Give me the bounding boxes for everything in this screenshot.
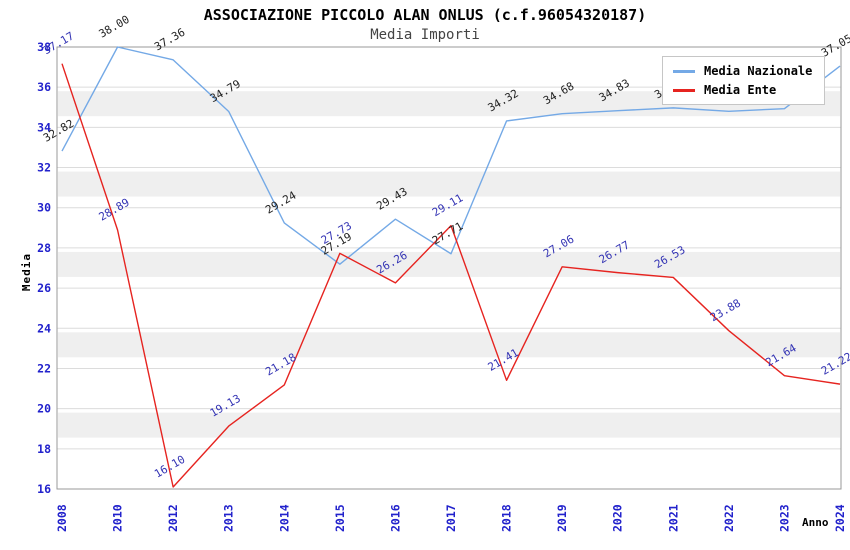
x-tick-label: 2008 (55, 504, 69, 532)
plot-frame (56, 46, 842, 490)
data-label: 37.17 (41, 29, 76, 57)
data-label: 38.00 (97, 13, 132, 41)
series-line-media-nazionale (61, 46, 841, 265)
x-tick-label: 2015 (333, 504, 347, 532)
x-tick-label: 2017 (444, 504, 458, 532)
grid-band (58, 251, 840, 277)
y-tick-label: 24 (37, 321, 51, 335)
y-tick-label: 28 (37, 241, 51, 255)
x-tick-label: 2014 (277, 504, 291, 532)
legend-item: Media Ente (673, 84, 812, 96)
y-tick-label: 20 (37, 402, 51, 416)
y-tick-label: 34 (37, 120, 51, 134)
grid-band (58, 332, 840, 358)
x-tick-label: 2019 (555, 504, 569, 532)
x-tick-label: 2022 (722, 504, 736, 532)
legend-label: Media Ente (704, 83, 777, 97)
x-axis-title: Anno (802, 516, 829, 529)
x-tick-label: 2020 (611, 504, 625, 532)
grid-band (58, 412, 840, 438)
grid-band (58, 171, 840, 197)
x-tick-label: 2024 (833, 504, 847, 532)
x-tick-label: 2023 (777, 504, 791, 532)
chart-title: ASSOCIAZIONE PICCOLO ALAN ONLUS (c.f.960… (203, 6, 647, 24)
legend-label: Media Nazionale (704, 64, 813, 78)
data-label: 37.36 (152, 26, 187, 54)
x-tick-label: 2010 (111, 504, 125, 532)
chart-subtitle: Media Importi (370, 27, 480, 43)
data-label: 27.71 (430, 220, 465, 248)
y-tick-label: 36 (37, 80, 51, 94)
y-tick-label: 26 (37, 281, 51, 295)
y-tick-label: 18 (37, 442, 51, 456)
data-label: 23.88 (708, 296, 743, 324)
legend-line-media-ente-icon (673, 88, 695, 92)
legend-line-media-nazionale-icon (673, 69, 695, 73)
y-tick-label: 30 (37, 201, 51, 215)
x-tick-label: 2013 (222, 504, 236, 532)
x-tick-label: 2012 (166, 504, 180, 532)
series-line-media-ente (61, 63, 841, 488)
x-tick-label: 2018 (500, 504, 514, 532)
y-tick-label: 22 (37, 361, 51, 375)
legend: Media Nazionale Media Ente (662, 56, 826, 105)
x-tick-label: 2016 (388, 504, 402, 532)
x-tick-label: 2021 (666, 504, 680, 532)
legend-item: Media Nazionale (673, 65, 812, 77)
y-tick-label: 32 (37, 161, 51, 175)
y-tick-label: 38 (37, 40, 51, 54)
y-axis-title: Media (20, 253, 33, 292)
y-tick-label: 16 (37, 482, 51, 496)
